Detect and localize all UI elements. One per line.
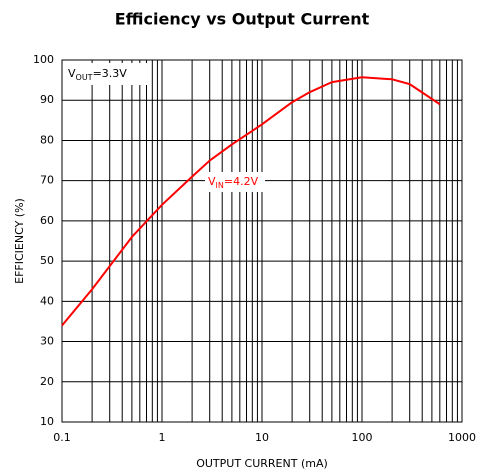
y-tick-label: 40 xyxy=(40,294,54,307)
y-axis-label: EFFICIENCY (%) xyxy=(13,198,26,284)
y-tick-label: 10 xyxy=(40,415,54,428)
x-tick-label: 1 xyxy=(159,431,166,444)
y-tick-label: 60 xyxy=(40,214,54,227)
plot-frame xyxy=(61,59,463,423)
series xyxy=(61,76,441,327)
chart-title: Efficiency vs Output Current xyxy=(115,10,370,29)
annotation-box xyxy=(64,63,148,85)
y-tick-label: 20 xyxy=(40,375,54,388)
x-tick-label: 100 xyxy=(352,431,373,444)
annotation-part: IN xyxy=(216,181,224,190)
x-tick-label: 0.1 xyxy=(53,431,71,444)
y-tick-label: 70 xyxy=(40,174,54,187)
annotation: VIN=4.2V xyxy=(208,175,259,190)
annotation-part: =4.2V xyxy=(224,175,259,188)
grid xyxy=(61,59,463,423)
x-tick-label: 1000 xyxy=(448,431,476,444)
annotation: VOUT=3.3V xyxy=(68,67,127,82)
annotation-part: V xyxy=(208,175,216,188)
y-tick-label: 30 xyxy=(40,335,54,348)
line xyxy=(61,76,441,327)
x-axis-label: OUTPUT CURRENT (mA) xyxy=(196,457,328,470)
annotation-part: =3.3V xyxy=(93,67,128,80)
annotation-part: V xyxy=(68,67,76,80)
y-tick-label: 80 xyxy=(40,133,54,146)
y-tick-label: 90 xyxy=(40,93,54,106)
annotation-part: OUT xyxy=(76,73,93,82)
annotation-box xyxy=(205,172,265,192)
y-tick-label: 100 xyxy=(33,53,54,66)
y-tick-label: 50 xyxy=(40,254,54,267)
x-tick-label: 10 xyxy=(255,431,269,444)
